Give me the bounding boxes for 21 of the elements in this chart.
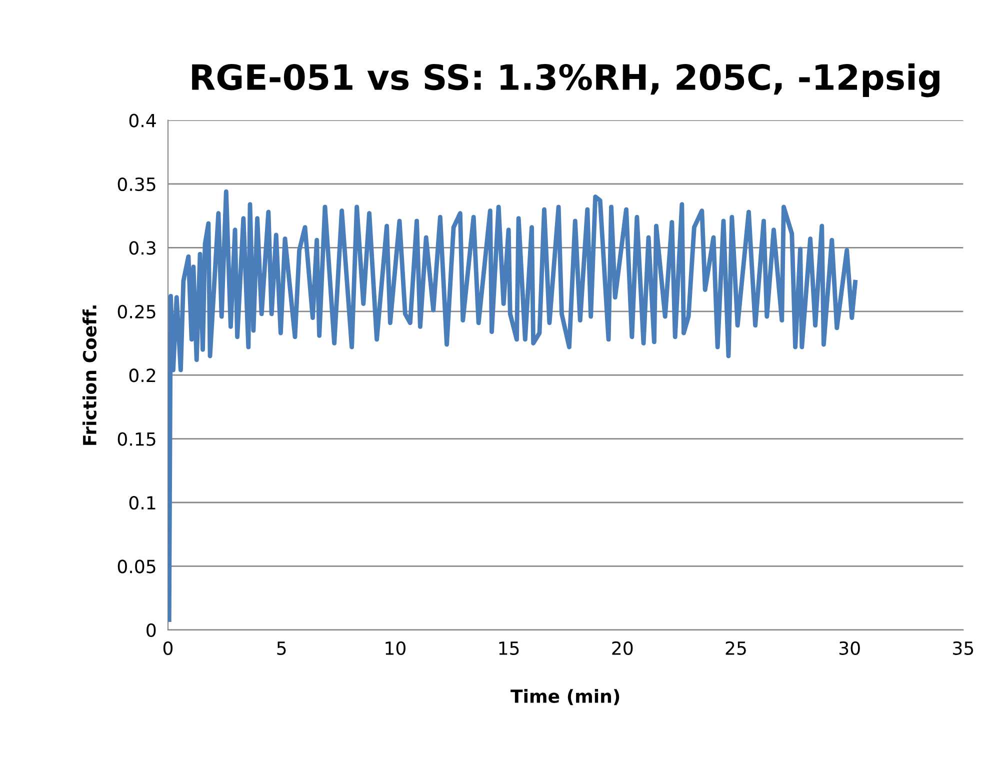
x-tick-label: 0 <box>163 641 173 655</box>
y-tick-label: 0.15 <box>118 432 156 446</box>
y-tick-label: 0.2 <box>129 368 156 382</box>
y-tick-label: 0.3 <box>129 241 156 255</box>
x-axis-title: Time (min) <box>510 689 620 706</box>
y-tick-label: 0.25 <box>118 304 156 319</box>
x-tick-label: 15 <box>499 642 519 655</box>
y-axis-title: Friction Coeff. <box>82 306 97 445</box>
line-series <box>168 189 858 622</box>
chart-title: RGE-051 vs SS: 1.3%RH, 205C, -12psig <box>192 63 940 98</box>
y-tick-label: 0.35 <box>118 177 156 192</box>
x-tick-label: 25 <box>726 641 746 655</box>
x-tick-label: 5 <box>277 642 286 655</box>
x-tick-label: 30 <box>839 641 860 655</box>
y-tick-label: 0.4 <box>129 114 156 128</box>
x-tick-label: 20 <box>612 641 633 655</box>
x-tick-label: 35 <box>953 641 974 655</box>
x-tick-label: 10 <box>386 641 406 655</box>
y-tick-label: 0 <box>146 623 156 638</box>
y-tick-label: 0.1 <box>129 496 156 510</box>
y-tick-label: 0.05 <box>118 560 156 574</box>
